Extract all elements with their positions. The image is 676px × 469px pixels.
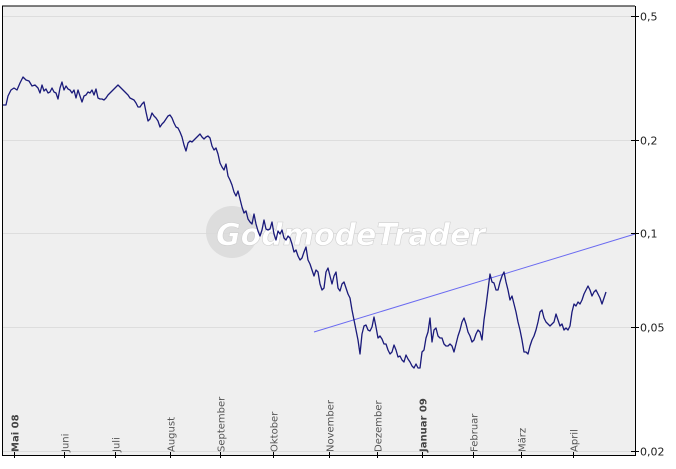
- x-tick-label: August: [167, 417, 178, 452]
- x-tick-label: Juli: [112, 437, 123, 453]
- x-axis: Mai 08 Juni Juli August September Oktober Nove…: [11, 396, 581, 458]
- y-axis: 0,5 0,2 0,1 0,05 0,02: [631, 11, 665, 459]
- y-tick-label: 0,05: [640, 322, 665, 335]
- x-tick-label: Juni: [61, 434, 72, 453]
- price-line: [3, 76, 607, 369]
- x-tick-label: Mai 08: [11, 414, 22, 452]
- x-tick-label: April: [570, 429, 581, 452]
- gridlines: [3, 16, 635, 452]
- x-tick-label: März: [518, 428, 529, 452]
- x-tick-label: Februar: [470, 413, 481, 452]
- godmodetrader-watermark: GodmodeTrader: [206, 206, 488, 258]
- y-tick-label: 0,2: [640, 135, 658, 148]
- plot-frame: [2, 5, 636, 456]
- x-tick-label: Januar 09: [419, 398, 430, 453]
- watermark-text: GodmodeTrader: [216, 218, 487, 253]
- x-tick-label: Oktober: [270, 411, 281, 452]
- x-tick-label: Dezember: [374, 400, 385, 452]
- y-tick-label: 0,5: [640, 11, 658, 24]
- x-tick-label: September: [217, 396, 228, 452]
- x-tick-label: November: [326, 399, 337, 452]
- plot-area: [2, 6, 635, 455]
- y-tick-label: 0,02: [640, 446, 665, 459]
- trendline: [313, 233, 636, 333]
- y-tick-label: 0,1: [640, 228, 658, 241]
- watermark-circle-icon: [206, 206, 258, 258]
